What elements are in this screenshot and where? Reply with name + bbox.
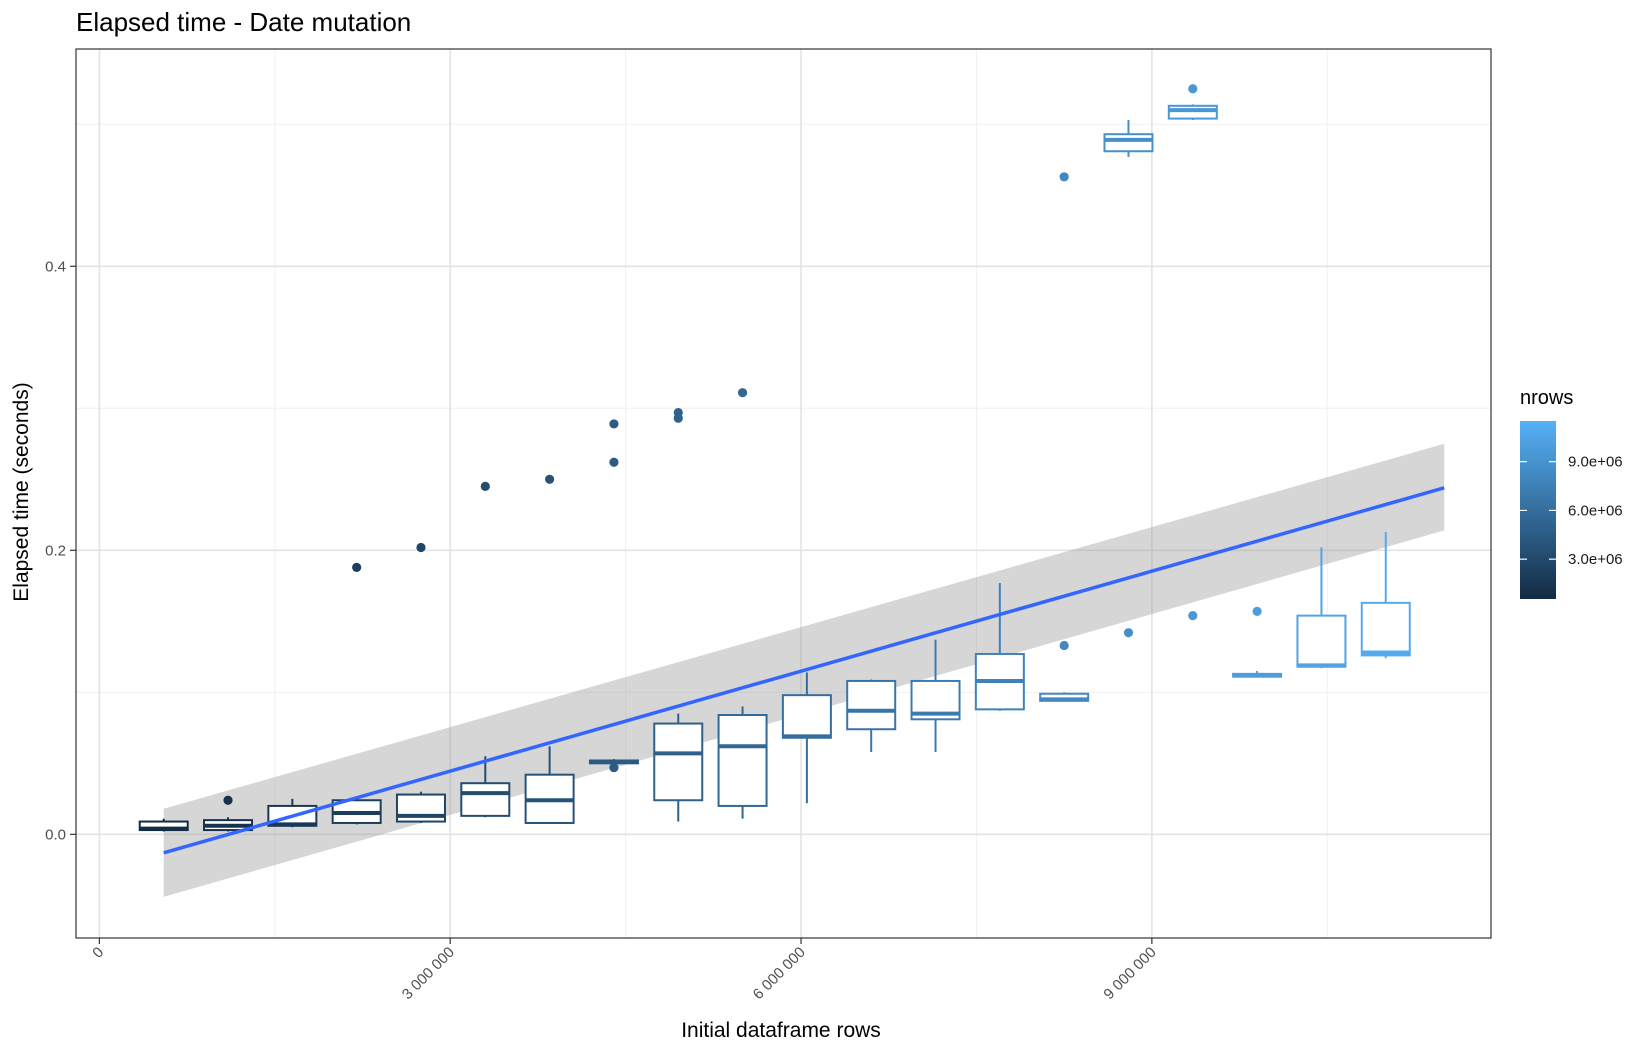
boxplot xyxy=(203,795,254,832)
y-tick-label: 0.2 xyxy=(45,542,66,559)
outlier-point xyxy=(1059,172,1069,182)
trend-line xyxy=(163,486,1445,855)
boxplot xyxy=(331,562,382,825)
boxplot xyxy=(1167,84,1218,621)
boxplot xyxy=(460,481,511,818)
legend-colorbar-ticks: 3.0e+06 6.0e+06 9.0e+06 xyxy=(1520,454,1623,568)
plot-border xyxy=(75,48,1492,939)
boxplot xyxy=(781,672,832,804)
boxplot xyxy=(1103,120,1154,638)
x-tick-label: 6 000 000 xyxy=(750,944,809,1003)
boxplot xyxy=(395,542,446,823)
trend-line-layer xyxy=(163,486,1445,855)
legend: nrows 3.0e+06 6.0e+06 9.0e+06 xyxy=(1520,387,1623,599)
box-iqr xyxy=(1296,614,1347,668)
box-iqr xyxy=(460,782,511,817)
y-tick-label: 0.4 xyxy=(45,258,66,275)
outlier-point xyxy=(416,542,426,553)
outlier-point xyxy=(609,762,619,773)
outlier-point xyxy=(480,481,490,491)
box-iqr xyxy=(1360,601,1411,657)
outlier-point xyxy=(609,419,619,429)
x-axis-title: Initial dataframe rows xyxy=(681,1019,881,1042)
x-tick-label: 3 000 000 xyxy=(399,944,458,1003)
x-tick-label: 0 xyxy=(89,944,107,962)
boxplot xyxy=(910,639,961,752)
outlier-point xyxy=(1252,606,1262,616)
box-iqr xyxy=(1167,104,1218,120)
grid-lines xyxy=(76,49,1491,938)
outlier-point xyxy=(223,795,233,805)
boxplot xyxy=(524,474,575,824)
outlier-point xyxy=(609,457,619,467)
boxplot xyxy=(717,388,768,819)
outlier-point xyxy=(1123,628,1134,638)
boxplot xyxy=(1232,606,1283,678)
x-tick-label: 9 000 000 xyxy=(1100,944,1159,1003)
boxplot xyxy=(974,582,1025,711)
box-iqr xyxy=(846,679,897,731)
outlier-point xyxy=(1059,640,1069,651)
box-iqr xyxy=(781,694,832,739)
plot-background xyxy=(76,49,1491,938)
outlier-point xyxy=(737,388,748,398)
boxplot xyxy=(588,419,639,773)
y-axis-title: Elapsed time (seconds) xyxy=(10,382,33,601)
box-iqr xyxy=(717,714,768,807)
y-tick-label: 0.0 xyxy=(45,826,66,843)
box-iqr xyxy=(653,722,704,802)
outlier-point xyxy=(1188,84,1198,94)
boxplot xyxy=(653,407,704,822)
plot-panel xyxy=(75,48,1492,939)
box-iqr xyxy=(1103,133,1154,153)
legend-tick-label: 6.0e+06 xyxy=(1568,502,1623,519)
boxplot xyxy=(1039,172,1090,702)
boxplot-layer xyxy=(138,84,1411,832)
legend-tick-label: 3.0e+06 xyxy=(1568,551,1623,568)
outlier-point xyxy=(1188,611,1198,621)
x-axis: 0 3 000 000 6 000 000 9 000 000 xyxy=(89,938,1160,1003)
boxplot xyxy=(1360,531,1411,659)
boxplot xyxy=(138,818,189,832)
chart-title: Elapsed time - Date mutation xyxy=(76,7,411,37)
outlier-point xyxy=(352,562,362,572)
outlier-point xyxy=(673,407,683,418)
legend-tick-label: 9.0e+06 xyxy=(1568,454,1623,471)
outlier-point xyxy=(545,474,555,484)
legend-title: nrows xyxy=(1520,387,1573,409)
boxplot xyxy=(1296,547,1347,669)
y-axis: 0.0 0.2 0.4 xyxy=(45,258,76,843)
boxplot xyxy=(846,679,897,752)
